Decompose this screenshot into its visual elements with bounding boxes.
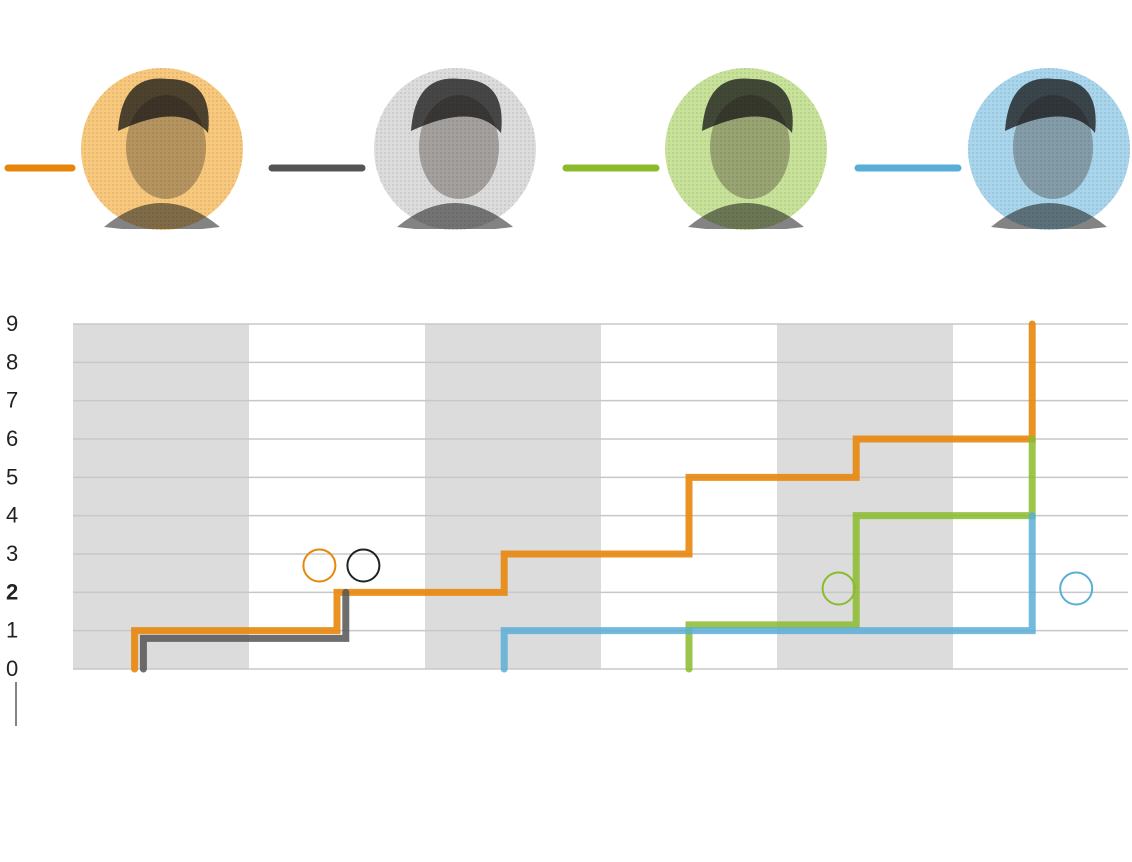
y-tick-label: 2 bbox=[6, 579, 18, 604]
series-line bbox=[500, 512, 1036, 673]
y-tick-label: 1 bbox=[6, 618, 18, 643]
y-tick-label: 3 bbox=[6, 541, 18, 566]
shaded-band bbox=[425, 324, 601, 669]
y-tick-label: 7 bbox=[6, 388, 18, 413]
shaded-band bbox=[777, 324, 953, 669]
y-axis-ticks: 0 1 2 3 4 5 6 7 8 9 bbox=[6, 311, 18, 681]
avatar bbox=[665, 68, 827, 230]
y-tick-label: 6 bbox=[6, 426, 18, 451]
avatar bbox=[81, 68, 243, 230]
avatar bbox=[968, 68, 1130, 230]
shaded-band bbox=[73, 324, 249, 669]
series-marker bbox=[302, 548, 337, 583]
avatar-texture bbox=[374, 68, 536, 230]
y-tick-label: 4 bbox=[6, 503, 18, 528]
y-tick-label: 8 bbox=[6, 349, 18, 374]
legend bbox=[4, 68, 1130, 230]
avatar-texture bbox=[665, 68, 827, 230]
series-lines bbox=[131, 320, 1036, 673]
avatar bbox=[374, 68, 536, 230]
series-marker bbox=[1059, 571, 1094, 606]
series-line bbox=[139, 588, 350, 673]
series-marker bbox=[821, 571, 856, 606]
series-line bbox=[131, 320, 1036, 673]
shaded-bands bbox=[73, 324, 953, 669]
avatar-texture bbox=[968, 68, 1130, 230]
y-tick-label: 0 bbox=[6, 656, 18, 681]
series-marker bbox=[346, 548, 381, 583]
avatar-texture bbox=[81, 68, 243, 230]
y-tick-label: 5 bbox=[6, 464, 18, 489]
y-tick-label: 9 bbox=[6, 311, 18, 336]
markers bbox=[302, 548, 1094, 606]
